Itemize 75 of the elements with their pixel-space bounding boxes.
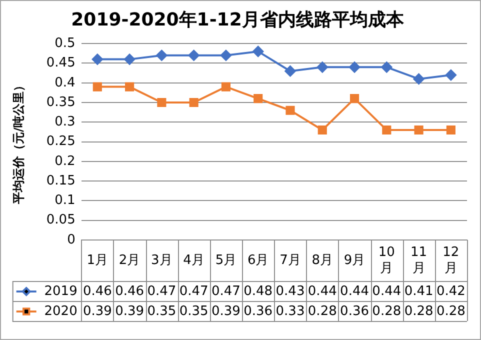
data-label: 0.39	[82, 304, 112, 319]
data-label: 0.35	[179, 304, 208, 319]
legend-label: 2019	[44, 284, 78, 299]
data-label: 0.28	[308, 304, 337, 319]
data-label: 0.41	[404, 284, 434, 299]
point	[92, 82, 102, 92]
point	[188, 50, 200, 61]
y-tick-label: 0.15	[46, 173, 76, 188]
point	[316, 62, 328, 73]
point	[92, 54, 103, 65]
point	[284, 66, 296, 77]
data-label: 0.36	[244, 304, 273, 319]
data-label: 0.33	[276, 304, 305, 319]
data-label: 0.28	[404, 304, 434, 319]
point	[446, 125, 456, 135]
point	[189, 98, 198, 108]
point	[350, 94, 360, 104]
data-label: 0.35	[147, 304, 176, 319]
data-label: 0.28	[436, 304, 466, 319]
data-label: 0.44	[372, 284, 402, 299]
chart-title: 2019-2020年1-12月省内线路平均成本	[71, 9, 405, 30]
point	[382, 125, 392, 135]
y-tick-label: 0.45	[46, 56, 76, 71]
y-tick-label: 0.2	[54, 154, 76, 169]
point	[156, 50, 168, 61]
data-label: 0.48	[244, 284, 273, 299]
data-label: 0.46	[115, 284, 144, 299]
legend-label: 2020	[44, 304, 78, 319]
x-tick-label: 12月	[442, 244, 460, 276]
data-label: 0.46	[82, 284, 112, 299]
data-label: 0.39	[211, 304, 240, 319]
x-tick-label: 4月	[183, 252, 204, 268]
point	[125, 82, 134, 92]
point	[318, 125, 327, 135]
x-tick-label: 7月	[280, 252, 301, 268]
data-label: 0.44	[340, 284, 369, 299]
data-label: 0.44	[308, 284, 337, 299]
point	[445, 70, 456, 81]
x-tick-label: 5月	[215, 252, 237, 268]
data-label: 0.36	[340, 304, 369, 319]
data-label: 0.39	[115, 304, 144, 319]
point	[254, 94, 263, 104]
y-axis-title: 平均运价（元/吨公里）	[11, 80, 26, 205]
point	[252, 46, 264, 57]
data-label: 0.47	[211, 284, 240, 299]
data-label: 0.47	[179, 284, 208, 299]
y-tick-label: 0.35	[46, 94, 76, 110]
point	[381, 62, 392, 73]
y-tick-label: 0.25	[46, 134, 76, 150]
data-label: 0.28	[372, 304, 402, 319]
point	[157, 98, 166, 108]
data-label: 0.43	[276, 284, 305, 299]
point	[286, 106, 295, 115]
x-tick-label: 1月	[86, 252, 108, 268]
point	[221, 82, 230, 92]
point	[220, 50, 232, 61]
data-label: 0.47	[147, 284, 176, 299]
x-tick-label: 10月	[378, 244, 395, 276]
x-tick-label: 8月	[312, 252, 334, 268]
point	[413, 73, 424, 84]
y-tick-label: 0.5	[54, 36, 76, 51]
data-label: 0.42	[436, 284, 466, 299]
y-tick-label: 0.1	[54, 193, 76, 208]
x-tick-label: 6月	[247, 252, 269, 268]
y-tick-label: 0.3	[54, 114, 76, 130]
y-tick-label: 0.4	[54, 75, 76, 90]
point	[124, 54, 136, 65]
x-tick-label: 9月	[344, 252, 366, 268]
point	[414, 125, 424, 135]
y-tick-label: 0.05	[46, 212, 76, 228]
x-tick-label: 2月	[118, 252, 140, 268]
point	[349, 62, 360, 73]
x-tick-label: 11月	[410, 244, 428, 276]
x-tick-label: 3月	[151, 252, 172, 268]
y-tick-label: 0	[67, 232, 76, 248]
